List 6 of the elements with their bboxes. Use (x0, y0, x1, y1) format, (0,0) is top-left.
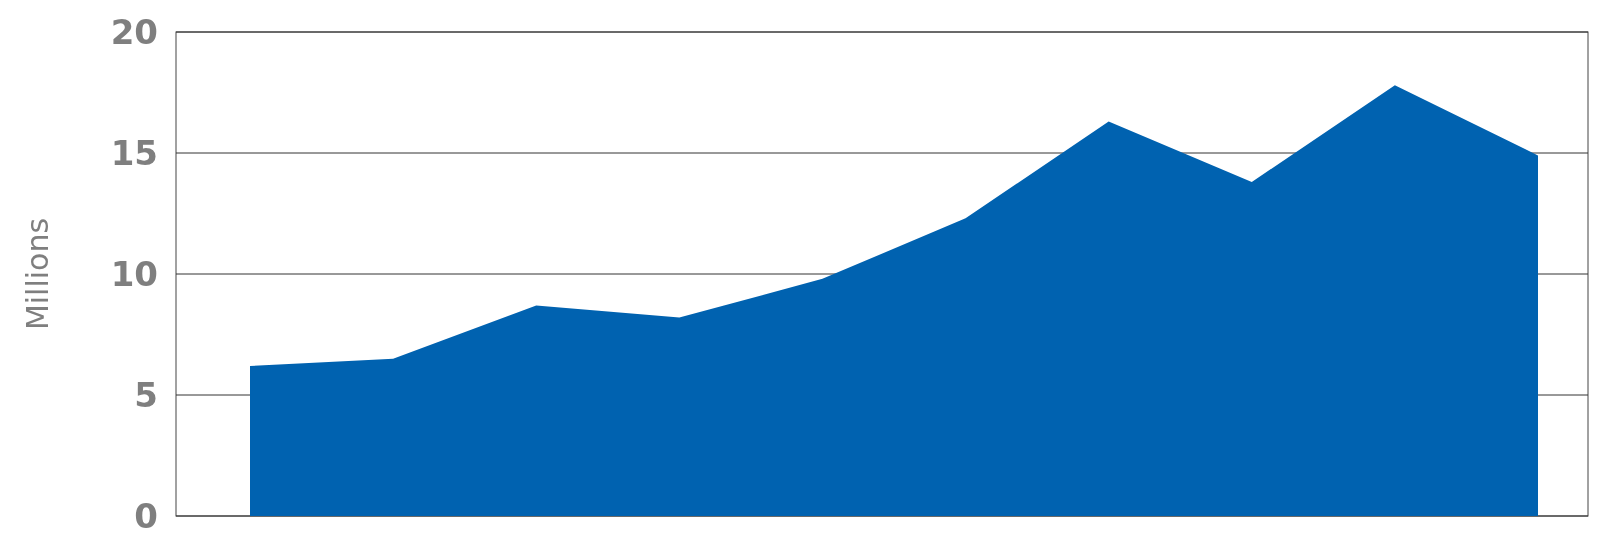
y-tick-label: 0 (134, 495, 158, 536)
y-axis-title: Millions (20, 217, 55, 331)
y-tick-label: 5 (134, 374, 158, 415)
y-tick-label: 10 (110, 253, 158, 294)
y-tick-label: 15 (110, 132, 158, 173)
y-tick-label: 20 (110, 11, 158, 52)
